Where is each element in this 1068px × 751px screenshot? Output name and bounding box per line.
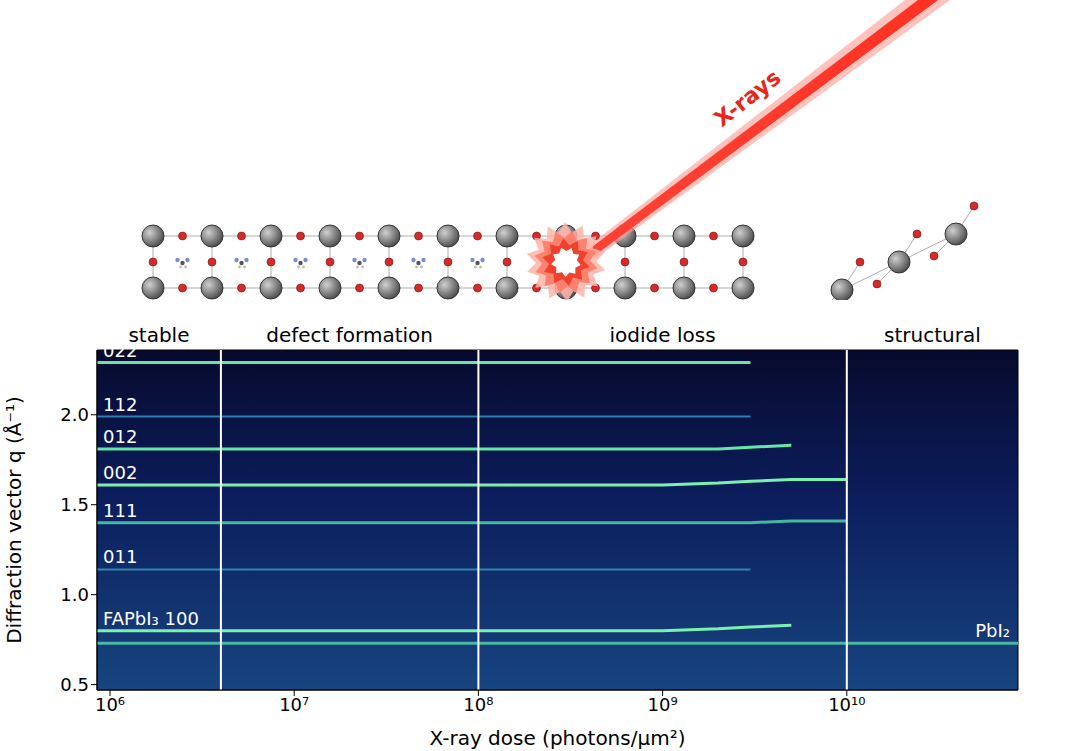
- svg-text:1.0: 1.0: [60, 584, 89, 605]
- svg-text:2.0: 2.0: [60, 404, 89, 425]
- svg-text:structural: structural: [884, 323, 981, 347]
- svg-text:112: 112: [103, 394, 137, 415]
- svg-text:10⁸: 10⁸: [463, 694, 493, 715]
- svg-text:10⁹: 10⁹: [648, 694, 678, 715]
- svg-text:022: 022: [103, 340, 137, 361]
- svg-text:iodide loss: iodide loss: [610, 323, 716, 347]
- svg-text:0.5: 0.5: [60, 674, 89, 695]
- svg-text:10⁶: 10⁶: [95, 694, 125, 715]
- svg-text:10¹⁰: 10¹⁰: [828, 694, 865, 715]
- svg-text:PbI₂: PbI₂: [975, 620, 1010, 641]
- svg-text:002: 002: [103, 462, 137, 483]
- svg-text:Diffraction vector q (Å⁻¹): Diffraction vector q (Å⁻¹): [2, 396, 26, 644]
- svg-text:10⁷: 10⁷: [279, 694, 309, 715]
- svg-text:X-rays: X-rays: [709, 65, 785, 132]
- svg-text:012: 012: [103, 426, 137, 447]
- svg-text:defect formation: defect formation: [266, 323, 433, 347]
- svg-text:FAPbI₃ 100: FAPbI₃ 100: [103, 608, 199, 629]
- svg-text:1.5: 1.5: [60, 494, 89, 515]
- svg-text:X-ray dose (photons/μm²): X-ray dose (photons/μm²): [430, 726, 686, 750]
- svg-text:stable: stable: [128, 323, 189, 347]
- svg-text:111: 111: [103, 500, 137, 521]
- svg-text:011: 011: [103, 546, 137, 567]
